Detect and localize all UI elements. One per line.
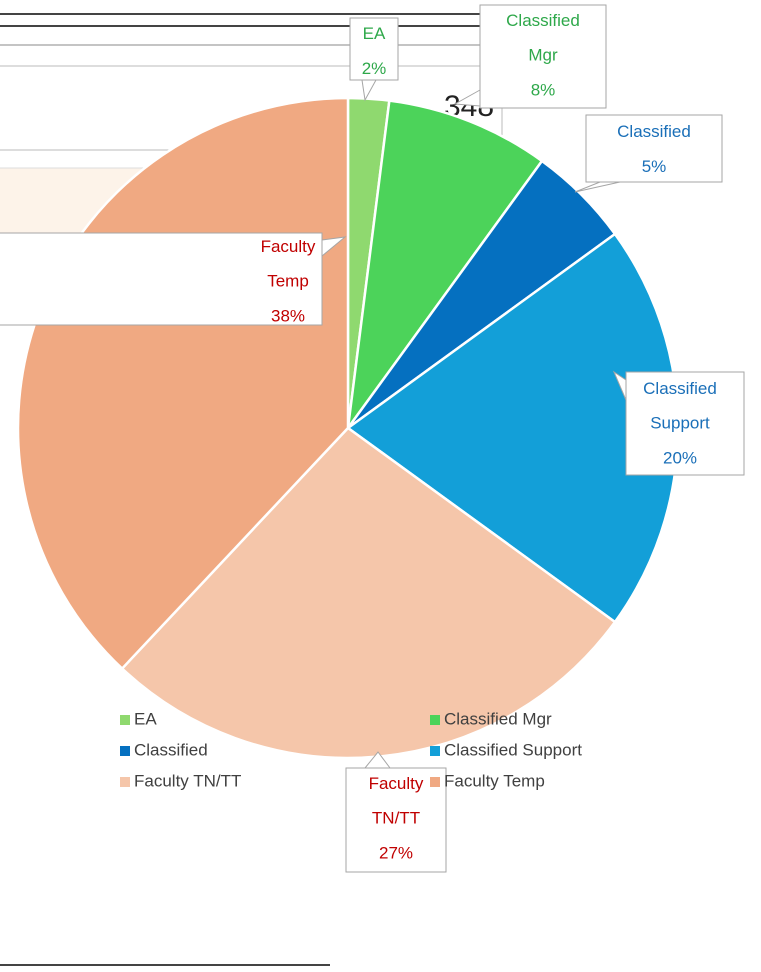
label-box [625, 371, 745, 476]
label-pointer [574, 181, 621, 193]
label-pointer [321, 236, 347, 258]
label-pointer [453, 89, 481, 107]
label-pointer [363, 751, 391, 769]
label-category: Faculty Temp [261, 237, 316, 291]
legend-label: Classified [134, 740, 208, 759]
label-pointer [612, 370, 627, 401]
data-label: Classified Mgr 8% [453, 4, 607, 109]
legend-swatch [120, 777, 130, 787]
label-box [349, 17, 399, 81]
pie-slice [346, 99, 544, 429]
data-label: Faculty TN/TT 27% [345, 751, 447, 873]
label-box [479, 4, 607, 109]
label-category: EA [363, 24, 386, 43]
data-label: Faculty Temp 38% [0, 232, 347, 326]
label-value: 8% [531, 80, 556, 99]
label-value: 27% [379, 843, 413, 862]
legend-label: Faculty TN/TT [134, 771, 241, 790]
label-value: 2% [362, 59, 387, 78]
label-category: Classified Mgr [506, 11, 580, 65]
legend-swatch [120, 715, 130, 725]
data-label: Classified Support 20% [612, 370, 745, 476]
label-value: 20% [663, 448, 697, 467]
legend-label: EA [134, 709, 157, 728]
legend-label: Classified Mgr [444, 709, 552, 728]
label-pointer [361, 79, 377, 102]
legend-swatch [120, 746, 130, 756]
legend-label: Faculty Temp [444, 771, 545, 790]
label-box [345, 767, 447, 873]
data-label: EA 2% [349, 17, 399, 102]
legend-swatch [430, 746, 440, 756]
label-category: Faculty TN/TT [369, 774, 424, 828]
label-category: Classified [617, 122, 691, 141]
legend-label: Classified Support [444, 740, 582, 759]
label-box [0, 232, 323, 326]
label-box [585, 114, 723, 183]
label-value: 5% [642, 157, 667, 176]
legend-swatch [430, 715, 440, 725]
legend-swatch [430, 777, 440, 787]
label-category: Classified Support [643, 379, 717, 433]
label-value: 38% [271, 306, 305, 325]
data-label: Classified 5% [574, 114, 723, 193]
